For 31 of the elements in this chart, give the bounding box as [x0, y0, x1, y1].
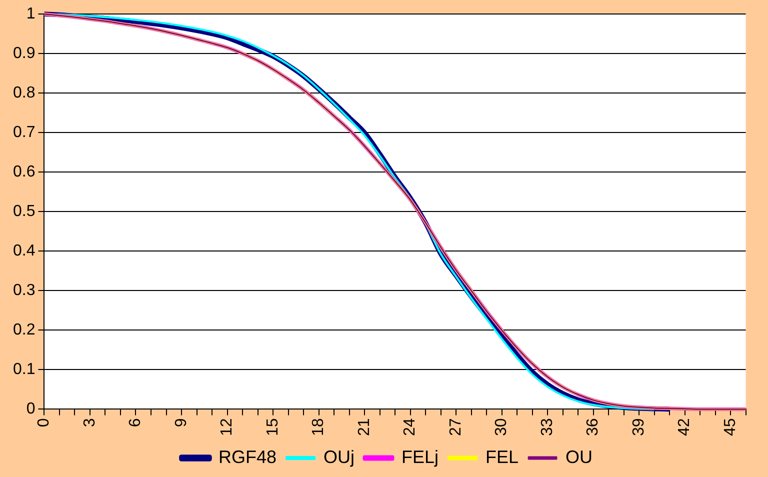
- x-tick-label: 0: [36, 418, 53, 428]
- y-tick-label: 0.9: [12, 44, 36, 62]
- y-tick-label: 0.6: [12, 163, 36, 180]
- x-tick-label: 33: [538, 418, 556, 436]
- x-tick-label: 42: [676, 418, 694, 436]
- x-tick-label: 36: [584, 418, 602, 436]
- y-tick-label: 0.7: [12, 124, 36, 141]
- y-tick-label: 0.3: [12, 282, 36, 300]
- y-tick-label: 1: [26, 5, 36, 22]
- legend-label: FEL: [486, 446, 519, 467]
- x-tick-label: 18: [310, 418, 328, 436]
- x-tick-label: 45: [722, 418, 739, 436]
- x-tick-label: 9: [172, 418, 190, 428]
- x-tick-label: 21: [356, 418, 373, 436]
- y-tick-label: 0.4: [12, 242, 36, 260]
- legend-label: RGF48: [218, 446, 277, 467]
- y-tick-label: 0.8: [12, 84, 36, 102]
- x-tick-label: 24: [402, 418, 419, 436]
- legend-label: FELj: [401, 446, 439, 467]
- y-tick-label: 0.2: [12, 322, 36, 339]
- x-tick-label: 3: [81, 418, 98, 428]
- x-tick-label: 30: [493, 418, 510, 436]
- legend-label: OU: [566, 446, 593, 467]
- y-tick-label: 0.1: [12, 361, 36, 378]
- legend-label: OUj: [324, 446, 354, 467]
- y-tick-label: 0.5: [12, 203, 36, 220]
- x-tick-label: 27: [447, 418, 464, 436]
- x-tick-label: 39: [630, 418, 648, 436]
- x-tick-label: 15: [264, 418, 282, 436]
- x-tick-label: 12: [218, 418, 236, 436]
- x-tick-label: 6: [127, 418, 144, 428]
